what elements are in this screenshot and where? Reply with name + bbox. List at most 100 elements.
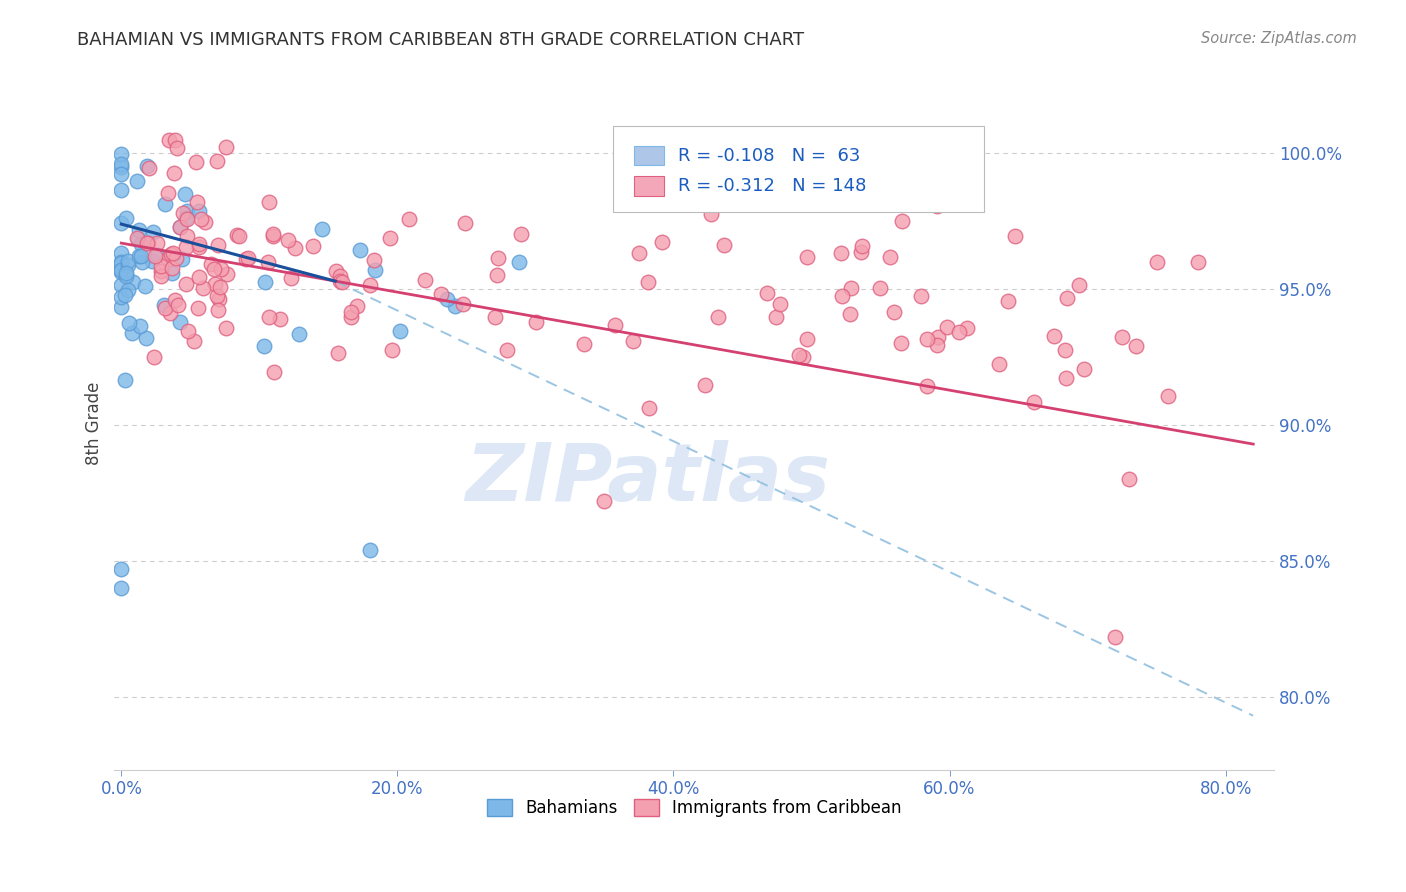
Point <box>143 249 166 263</box>
Point <box>174 186 197 201</box>
Point <box>129 248 152 262</box>
Point <box>149 264 172 278</box>
Point <box>484 310 506 325</box>
Point <box>927 329 949 343</box>
Point <box>159 247 181 261</box>
Text: R = -0.312   N = 148: R = -0.312 N = 148 <box>678 178 866 195</box>
Point <box>110 156 132 170</box>
Point <box>917 379 939 393</box>
Point <box>756 286 779 301</box>
Point <box>454 216 477 230</box>
Point <box>184 155 207 169</box>
Point <box>263 365 285 379</box>
Point <box>125 231 148 245</box>
Point <box>638 401 661 415</box>
Point <box>207 303 229 318</box>
Point <box>174 240 197 254</box>
Point <box>190 211 212 226</box>
Point <box>486 268 509 282</box>
Point <box>110 216 132 230</box>
Point <box>329 268 352 283</box>
Point <box>948 325 970 339</box>
Point <box>208 292 231 306</box>
Text: BAHAMIAN VS IMMIGRANTS FROM CARIBBEAN 8TH GRADE CORRELATION CHART: BAHAMIAN VS IMMIGRANTS FROM CARIBBEAN 8T… <box>77 31 804 49</box>
Point <box>637 275 659 289</box>
Point <box>436 292 458 306</box>
Point <box>1104 630 1126 644</box>
Point <box>159 306 181 320</box>
Point <box>110 255 132 269</box>
Point <box>257 194 280 209</box>
Point <box>262 227 284 241</box>
Point <box>163 166 186 180</box>
Point <box>311 221 333 235</box>
Point <box>136 236 159 251</box>
Point <box>117 258 139 272</box>
Point <box>838 307 860 321</box>
Point <box>869 281 891 295</box>
Point <box>792 350 814 364</box>
Point <box>280 270 302 285</box>
Point <box>228 229 250 244</box>
Point <box>114 211 136 225</box>
Point <box>188 269 211 284</box>
Point <box>1022 394 1045 409</box>
Point <box>253 339 276 353</box>
Point <box>1187 255 1209 269</box>
Point <box>1111 329 1133 343</box>
Point <box>214 321 236 335</box>
Point <box>215 140 238 154</box>
Point <box>1054 371 1077 385</box>
Point <box>166 141 188 155</box>
Point <box>193 281 215 295</box>
Point <box>117 253 139 268</box>
Point <box>956 320 979 334</box>
Point <box>839 281 862 295</box>
Point <box>194 214 217 228</box>
Point <box>284 241 307 255</box>
Point <box>110 147 132 161</box>
Point <box>693 378 716 392</box>
Point <box>508 255 530 269</box>
Point <box>138 161 160 176</box>
Point <box>1146 255 1168 269</box>
Text: Source: ZipAtlas.com: Source: ZipAtlas.com <box>1201 31 1357 46</box>
Point <box>1004 228 1026 243</box>
Point <box>621 334 644 349</box>
Text: R = -0.108   N =  63: R = -0.108 N = 63 <box>678 146 860 165</box>
Point <box>927 199 949 213</box>
Point <box>110 581 132 595</box>
Point <box>156 252 179 267</box>
Point <box>262 228 284 243</box>
Point <box>524 314 547 328</box>
Point <box>209 280 232 294</box>
Point <box>176 211 198 226</box>
Point <box>114 373 136 387</box>
Point <box>451 296 474 310</box>
Point <box>149 259 172 273</box>
Point <box>1056 291 1078 305</box>
Point <box>156 186 179 201</box>
Point <box>769 297 792 311</box>
Point <box>890 214 912 228</box>
Point <box>651 235 673 249</box>
Point <box>110 160 132 174</box>
Point <box>176 228 198 243</box>
Point <box>330 275 353 289</box>
Point <box>288 327 311 342</box>
Point <box>707 310 730 324</box>
Point <box>1125 339 1147 353</box>
Point <box>627 245 650 260</box>
Point <box>176 203 198 218</box>
Point <box>329 274 352 288</box>
Point <box>121 326 143 340</box>
Point <box>413 273 436 287</box>
Point <box>257 310 280 324</box>
Point <box>134 279 156 293</box>
Point <box>177 324 200 338</box>
Point <box>328 345 350 359</box>
Bar <box>634 146 664 165</box>
Point <box>381 343 404 358</box>
Point <box>153 298 176 312</box>
Point <box>830 246 852 260</box>
